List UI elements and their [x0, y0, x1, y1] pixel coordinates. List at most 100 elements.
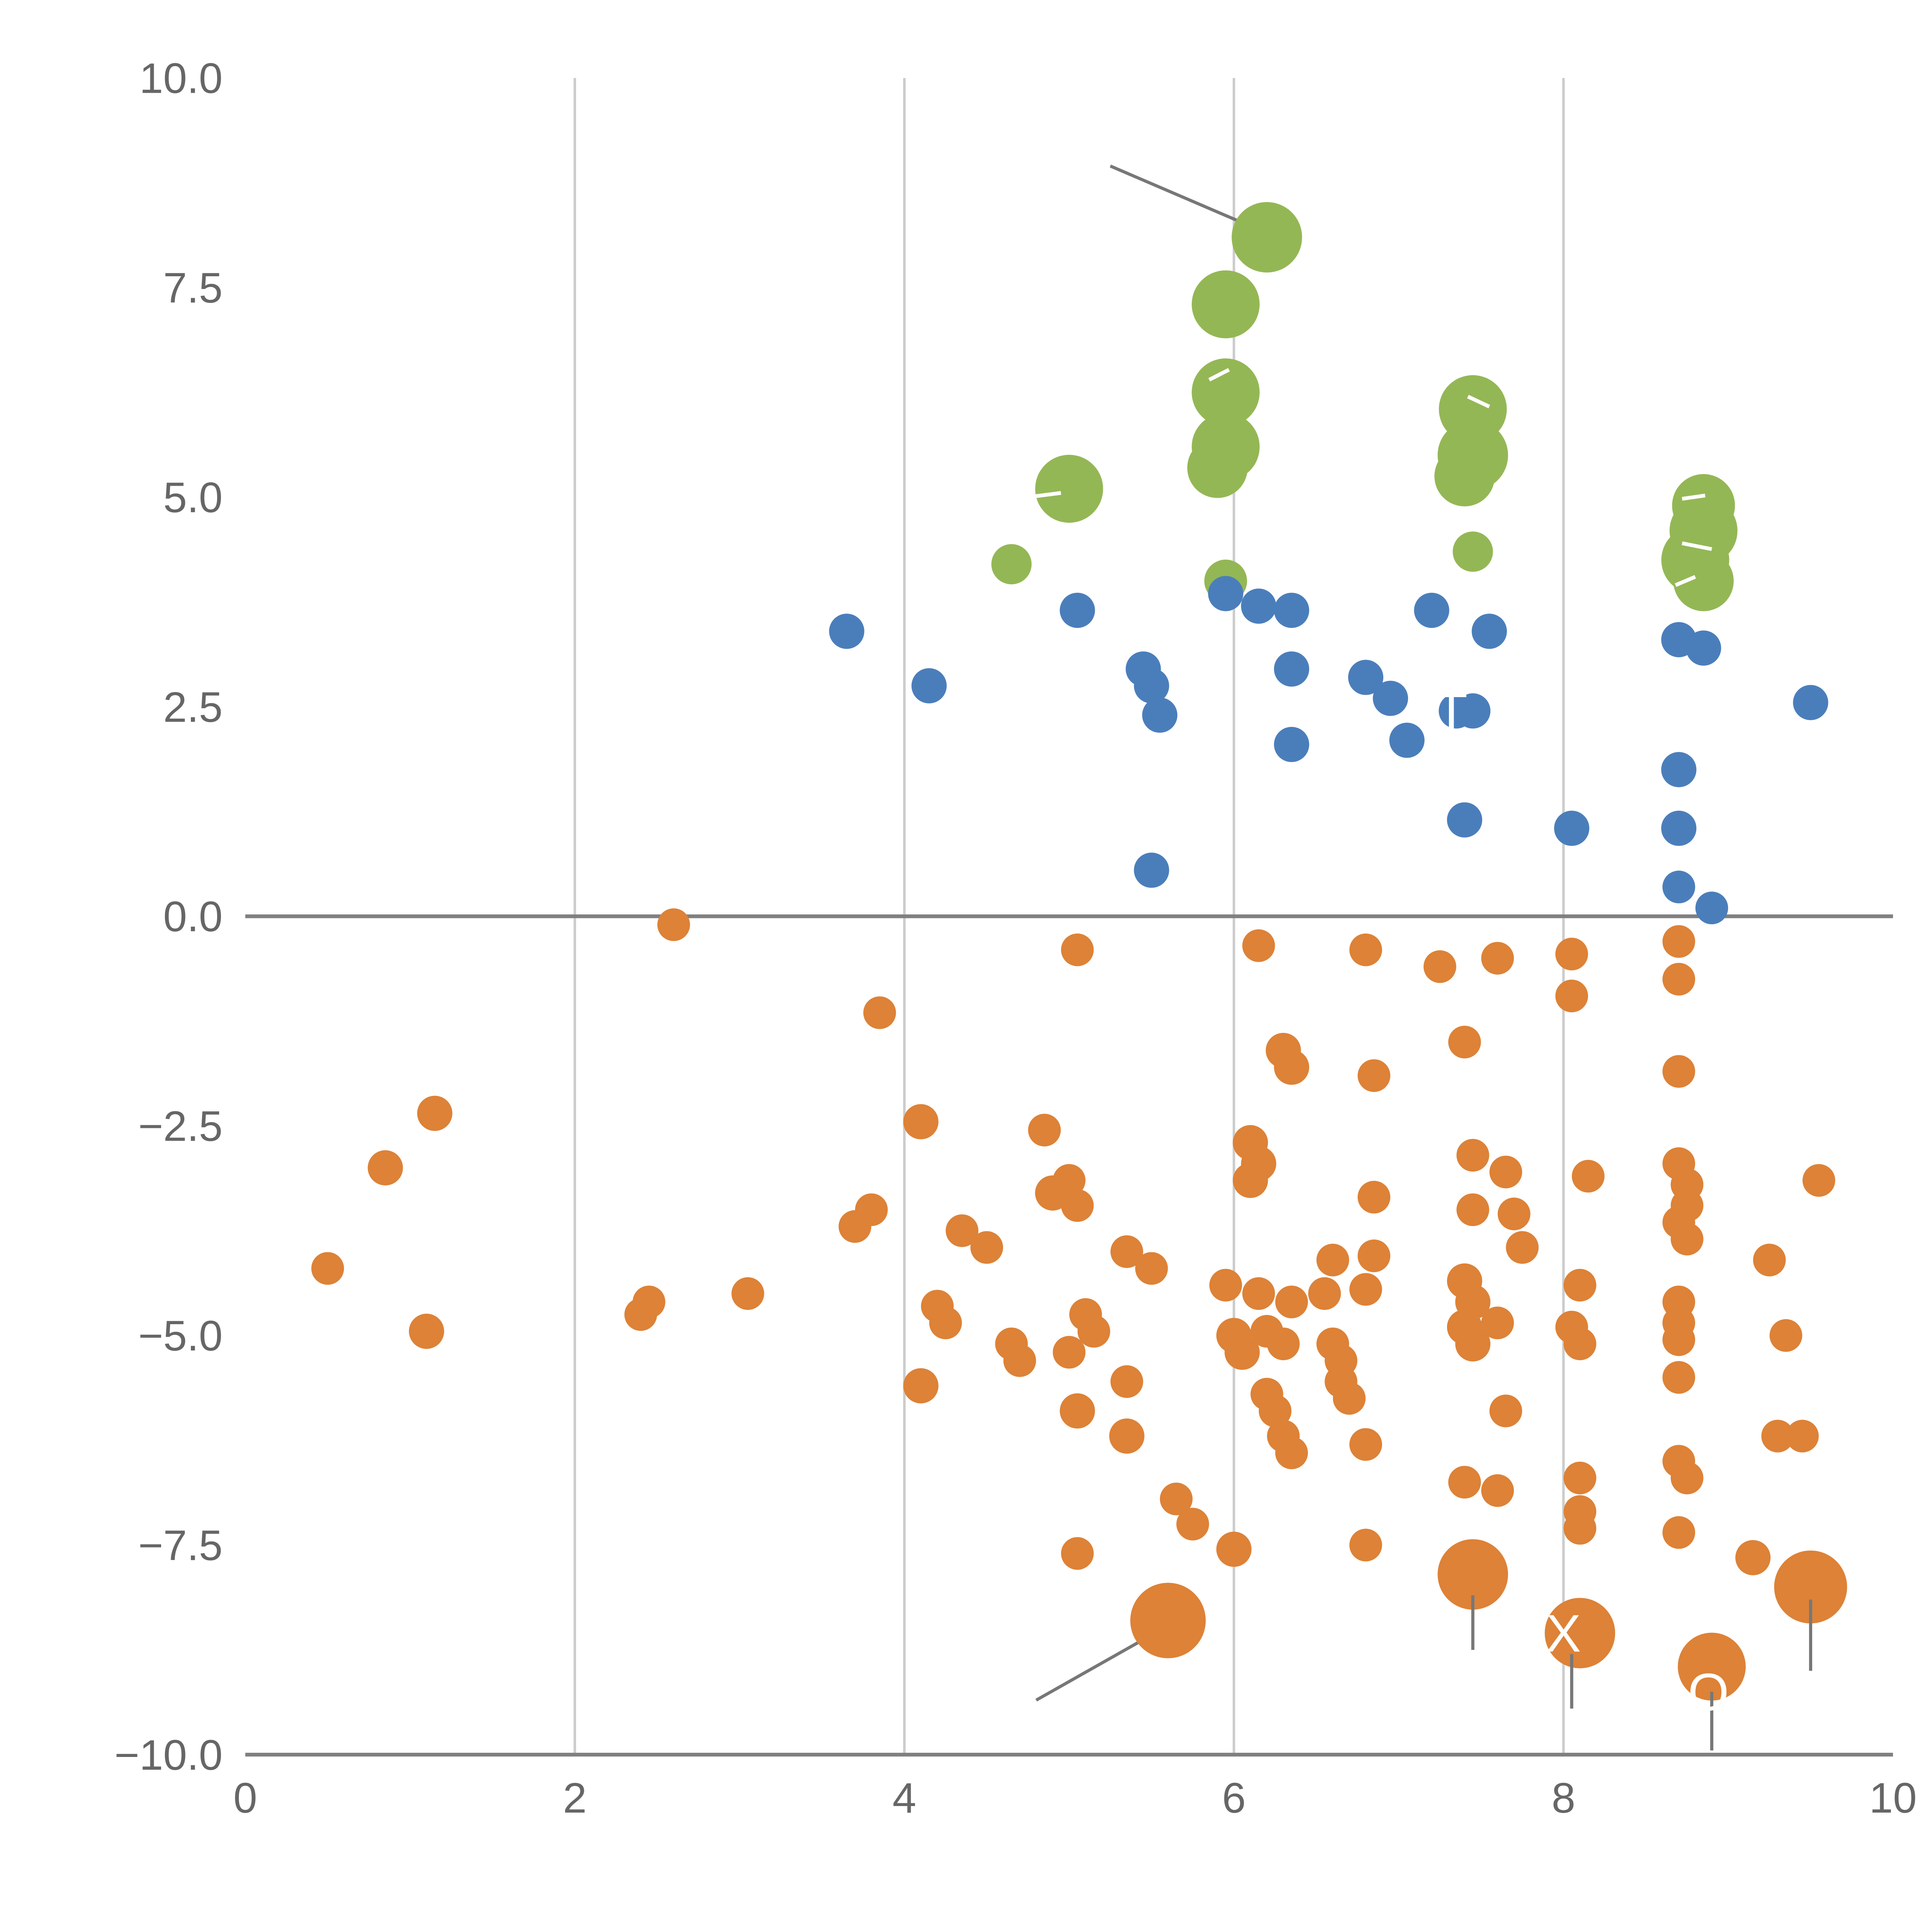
white-mark: [1682, 493, 1706, 501]
data-point-blue-dots: [1134, 668, 1169, 704]
data-point-blue-dots: [1793, 685, 1828, 720]
data-point-orange-dots: [1555, 980, 1588, 1012]
white-letter-annotation: T: [1435, 682, 1468, 741]
white-letter-annotation: O: [1688, 1662, 1729, 1721]
data-point-orange-dots: [1267, 1327, 1300, 1361]
white-mark: [1208, 368, 1230, 382]
data-point-orange-dots: [1563, 1327, 1597, 1361]
data-point-blue-dots: [1455, 693, 1491, 729]
data-point-blue-dots: [1241, 588, 1276, 624]
data-point-orange-dots: [1802, 1164, 1835, 1197]
data-point-orange-dots: [1061, 933, 1094, 966]
data-point-orange-dots: [1053, 1164, 1086, 1197]
data-point-orange-dots: [1774, 1550, 1847, 1624]
data-point-green-large-bubbles: [1231, 202, 1302, 273]
data-point-blue-dots: [1447, 802, 1482, 838]
data-point-orange-dots: [1225, 1335, 1260, 1370]
data-point-orange-dots: [1209, 1269, 1242, 1302]
data-point-orange-dots: [1544, 1598, 1616, 1668]
data-point-orange-dots: [1735, 1540, 1771, 1575]
data-point-green-large-bubbles: [1192, 358, 1260, 427]
data-point-orange-dots: [1349, 1428, 1382, 1461]
data-point-blue-dots: [1274, 651, 1310, 687]
y-tick-label: −5.0: [138, 1312, 223, 1360]
data-point-orange-dots: [1662, 1055, 1696, 1088]
y-tick-label: −7.5: [138, 1522, 223, 1569]
white-mark: [1675, 575, 1696, 587]
data-point-green-large-bubbles: [1434, 446, 1495, 507]
x-tick-label: 4: [893, 1774, 917, 1822]
data-point-orange-dots: [657, 908, 690, 941]
y-tick-label: 2.5: [163, 684, 223, 731]
data-point-orange-dots: [1563, 1512, 1597, 1545]
data-point-orange-dots: [1349, 1273, 1382, 1306]
data-point-orange-dots: [1786, 1420, 1819, 1452]
data-point-orange-dots: [1678, 1633, 1746, 1701]
data-point-orange-dots: [946, 1214, 979, 1247]
data-point-orange-dots: [1242, 929, 1275, 962]
data-point-blue-dots: [1554, 811, 1590, 846]
data-point-orange-dots: [1769, 1319, 1803, 1352]
data-point-blue-dots: [1274, 727, 1310, 762]
data-point-orange-dots: [1003, 1344, 1036, 1377]
data-point-blue-dots: [1348, 660, 1384, 695]
data-point-orange-dots: [1662, 925, 1696, 958]
data-point-blue-dots: [911, 668, 947, 704]
data-point-orange-dots: [1456, 1139, 1490, 1172]
data-point-orange-dots: [1130, 1583, 1206, 1658]
data-point-orange-dots: [1423, 950, 1456, 983]
data-point-orange-dots: [624, 1298, 657, 1331]
data-point-orange-dots: [1662, 1361, 1696, 1394]
data-point-green-large-bubbles: [991, 544, 1032, 585]
y-tick-label: 7.5: [163, 264, 223, 312]
data-point-orange-dots: [1437, 1539, 1508, 1610]
data-point-orange-dots: [1242, 1277, 1275, 1310]
data-point-orange-dots: [1275, 1436, 1308, 1469]
data-point-orange-dots: [1670, 1461, 1704, 1495]
data-point-orange-dots: [1455, 1326, 1491, 1362]
data-point-orange-dots: [1333, 1382, 1366, 1415]
data-point-orange-dots: [1456, 1193, 1490, 1226]
data-point-orange-dots: [1506, 1231, 1539, 1264]
data-point-orange-dots: [903, 1104, 939, 1139]
data-point-orange-dots: [1109, 1418, 1145, 1454]
annotation-line: [1109, 164, 1248, 226]
data-point-green-large-bubbles: [1192, 270, 1260, 338]
data-point-orange-dots: [1349, 1529, 1382, 1561]
data-point-orange-dots: [409, 1313, 444, 1349]
data-point-green-large-bubbles: [1673, 551, 1734, 611]
data-point-orange-dots: [1481, 1474, 1514, 1507]
data-point-orange-dots: [1110, 1235, 1143, 1268]
data-point-blue-dots: [1208, 576, 1243, 611]
data-point-orange-dots: [1028, 1114, 1061, 1146]
white-letter-annotation: X: [1546, 1604, 1581, 1663]
data-point-orange-dots: [1563, 1269, 1597, 1302]
data-point-blue-dots: [1661, 752, 1697, 787]
data-point-orange-dots: [1357, 1239, 1391, 1272]
data-point-orange-dots: [1563, 1461, 1597, 1495]
data-point-blue-dots: [1274, 592, 1310, 628]
data-point-green-large-bubbles: [1035, 455, 1103, 523]
data-point-blue-dots: [1695, 891, 1728, 925]
data-point-orange-dots: [1555, 937, 1588, 971]
data-point-blue-dots: [829, 614, 864, 649]
data-point-orange-dots: [1571, 1160, 1605, 1193]
data-point-orange-dots: [1061, 1189, 1094, 1222]
data-point-orange-dots: [1662, 963, 1696, 996]
data-point-orange-dots: [1670, 1223, 1704, 1256]
data-point-orange-dots: [1481, 1306, 1514, 1339]
data-point-orange-dots: [970, 1231, 1003, 1264]
data-point-green-large-bubbles: [1187, 437, 1248, 498]
data-point-orange-dots: [1176, 1508, 1209, 1541]
data-point-orange-dots: [731, 1277, 764, 1310]
y-tick-label: 5.0: [163, 474, 223, 521]
data-point-blue-dots: [1142, 697, 1178, 733]
data-point-orange-dots: [1135, 1252, 1168, 1285]
data-point-orange-dots: [1489, 1155, 1522, 1189]
white-mark: [1682, 541, 1712, 551]
data-point-blue-dots: [1372, 680, 1408, 716]
x-tick-label: 0: [233, 1774, 257, 1822]
y-tick-label: 10.0: [139, 55, 223, 102]
data-point-orange-dots: [1349, 933, 1382, 966]
